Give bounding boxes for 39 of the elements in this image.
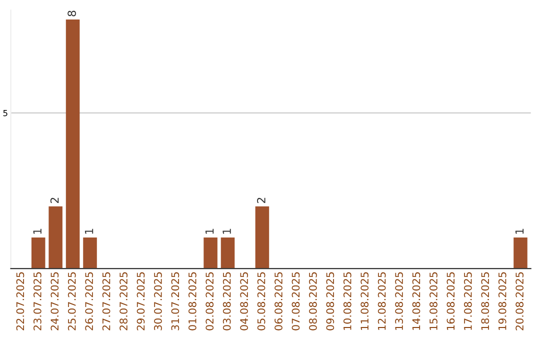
x-tick-label: 26.07.2025 (85, 272, 94, 330)
x-tick-label: 03.08.2025 (222, 272, 231, 330)
data-label: 1 (84, 228, 94, 234)
x-tick-label: 19.08.2025 (498, 272, 506, 330)
x-tick-label: 13.08.2025 (395, 272, 403, 330)
x-tick-label: 20.08.2025 (516, 272, 524, 330)
x-tick-label: 10.08.2025 (343, 272, 352, 330)
x-tick-label: 16.08.2025 (446, 272, 455, 330)
x-tick-label: 24.07.2025 (50, 272, 59, 330)
x-tick-label: 02.08.2025 (206, 272, 214, 330)
x-tick-label: 01.08.2025 (188, 272, 196, 330)
x-tick-label: 17.08.2025 (464, 272, 472, 330)
data-label: 2 (257, 198, 266, 204)
x-tick-label: 29.07.2025 (136, 272, 145, 330)
x-tick-label: 06.08.2025 (274, 272, 282, 330)
x-tick-label: 18.08.2025 (481, 272, 490, 330)
data-label: 1 (222, 228, 231, 234)
data-label: 1 (206, 228, 214, 234)
x-tick-label: 07.08.2025 (292, 272, 300, 330)
x-tick-label: 22.07.2025 (16, 272, 24, 330)
x-tick-label: 31.07.2025 (171, 272, 180, 330)
x-tick-label: 28.07.2025 (120, 272, 128, 330)
data-label: 8 (68, 10, 76, 16)
data-label: 2 (50, 198, 59, 204)
data-label: 1 (33, 228, 42, 234)
y-tick-label: 5 (3, 110, 8, 116)
x-tick-label: 09.08.2025 (326, 272, 334, 330)
x-tick-label: 30.07.2025 (154, 272, 162, 330)
x-tick-label: 27.07.2025 (102, 272, 110, 330)
x-tick-label: 05.08.2025 (257, 272, 266, 330)
x-tick-label: 04.08.2025 (240, 272, 248, 330)
x-tick-label: 08.08.2025 (309, 272, 317, 330)
x-tick-label: 15.08.2025 (430, 272, 438, 330)
x-tick-label: 23.07.2025 (33, 272, 42, 330)
x-tick-label: 25.07.2025 (68, 272, 76, 330)
data-label: 1 (515, 228, 524, 234)
x-tick-label: 12.08.2025 (378, 272, 386, 330)
x-tick-label: 11.08.2025 (360, 272, 369, 330)
x-tick-label: 14.08.2025 (412, 272, 420, 330)
